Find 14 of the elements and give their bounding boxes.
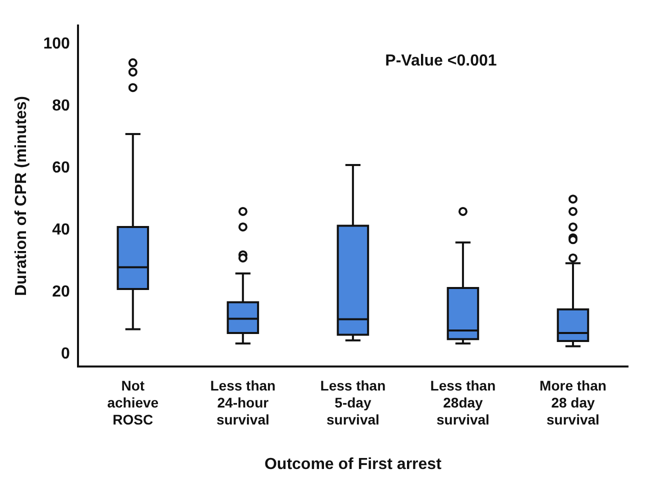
x-tick-label: More than 28 day survival	[540, 378, 606, 428]
annotation: P-Value <0.001	[385, 52, 497, 70]
y-tick-label: 20	[52, 283, 70, 300]
x-tick-label: Less than 24-hour survival	[210, 378, 276, 428]
x-tick-label: Not achieve ROSC	[107, 378, 159, 428]
y-axis-title: Duration of CPR (minutes)	[13, 96, 30, 296]
y-tick-label: 40	[52, 221, 70, 238]
x-axis-title: Outcome of First arrest	[264, 456, 442, 473]
x-tick-label: Less than 5-day survival	[320, 378, 386, 428]
y-tick-label: 100	[43, 36, 70, 53]
x-tick-label: Less than 28day survival	[430, 378, 496, 428]
y-tick-label: 80	[52, 98, 70, 115]
y-tick-label: 0	[60, 345, 70, 362]
y-tick-label: 60	[52, 160, 70, 177]
